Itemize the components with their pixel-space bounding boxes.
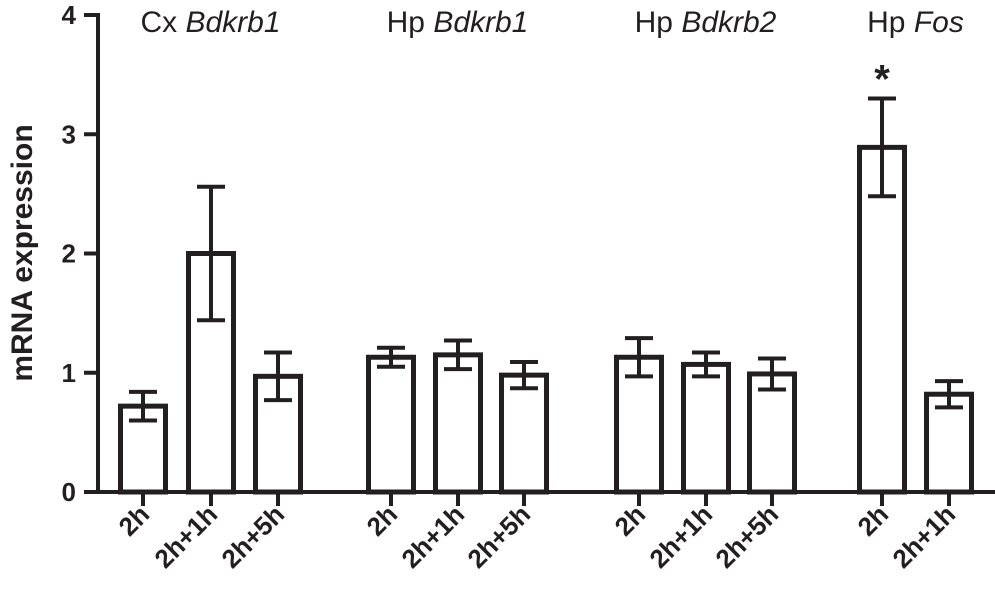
y-axis-title: mRNA expression xyxy=(6,124,39,381)
group-label-gene: Bdkrb1 xyxy=(433,6,528,39)
group-label-prefix: Cx xyxy=(140,6,185,39)
bar xyxy=(681,361,731,495)
group-label: Hp Bdkrb1 xyxy=(387,6,529,39)
y-tick-label: 4 xyxy=(62,0,77,30)
y-tick-label: 0 xyxy=(62,477,76,507)
x-tick-label: 2h xyxy=(609,499,652,542)
y-tick-label: 2 xyxy=(62,239,76,269)
x-tick-label: 2h+5h xyxy=(461,499,536,574)
bar xyxy=(433,352,483,495)
x-tick-label: 2h+1h xyxy=(148,499,223,574)
bar xyxy=(747,371,797,495)
group-label-gene: Fos xyxy=(914,6,964,39)
group-label-gene: Bdkrb2 xyxy=(681,6,776,39)
group-label-prefix: Hp xyxy=(387,6,434,39)
bar xyxy=(499,372,549,495)
significance-marker: * xyxy=(874,57,890,101)
x-tick-label: 2h+5h xyxy=(709,499,784,574)
x-tick-label: 2h xyxy=(852,499,895,542)
x-tick-label: 2h xyxy=(361,499,404,542)
x-tick-label: 2h+1h xyxy=(395,499,470,574)
bar xyxy=(857,144,907,495)
y-tick-label: 1 xyxy=(62,358,76,388)
group-label-prefix: Hp xyxy=(635,6,682,39)
x-tick-label: 2h+1h xyxy=(643,499,718,574)
group-label-prefix: Hp xyxy=(867,6,914,39)
group-label: Hp Fos xyxy=(867,6,964,39)
group-label: Cx Bdkrb1 xyxy=(140,6,280,39)
bar xyxy=(366,354,416,495)
group-label-gene: Bdkrb1 xyxy=(185,6,280,39)
y-tick-label: 3 xyxy=(62,119,76,149)
x-tick-label: 2h+5h xyxy=(215,499,290,574)
group-label: Hp Bdkrb2 xyxy=(635,6,777,39)
bar xyxy=(614,354,664,495)
x-tick-label: 2h+1h xyxy=(886,499,961,574)
x-tick-label: 2h xyxy=(113,499,156,542)
